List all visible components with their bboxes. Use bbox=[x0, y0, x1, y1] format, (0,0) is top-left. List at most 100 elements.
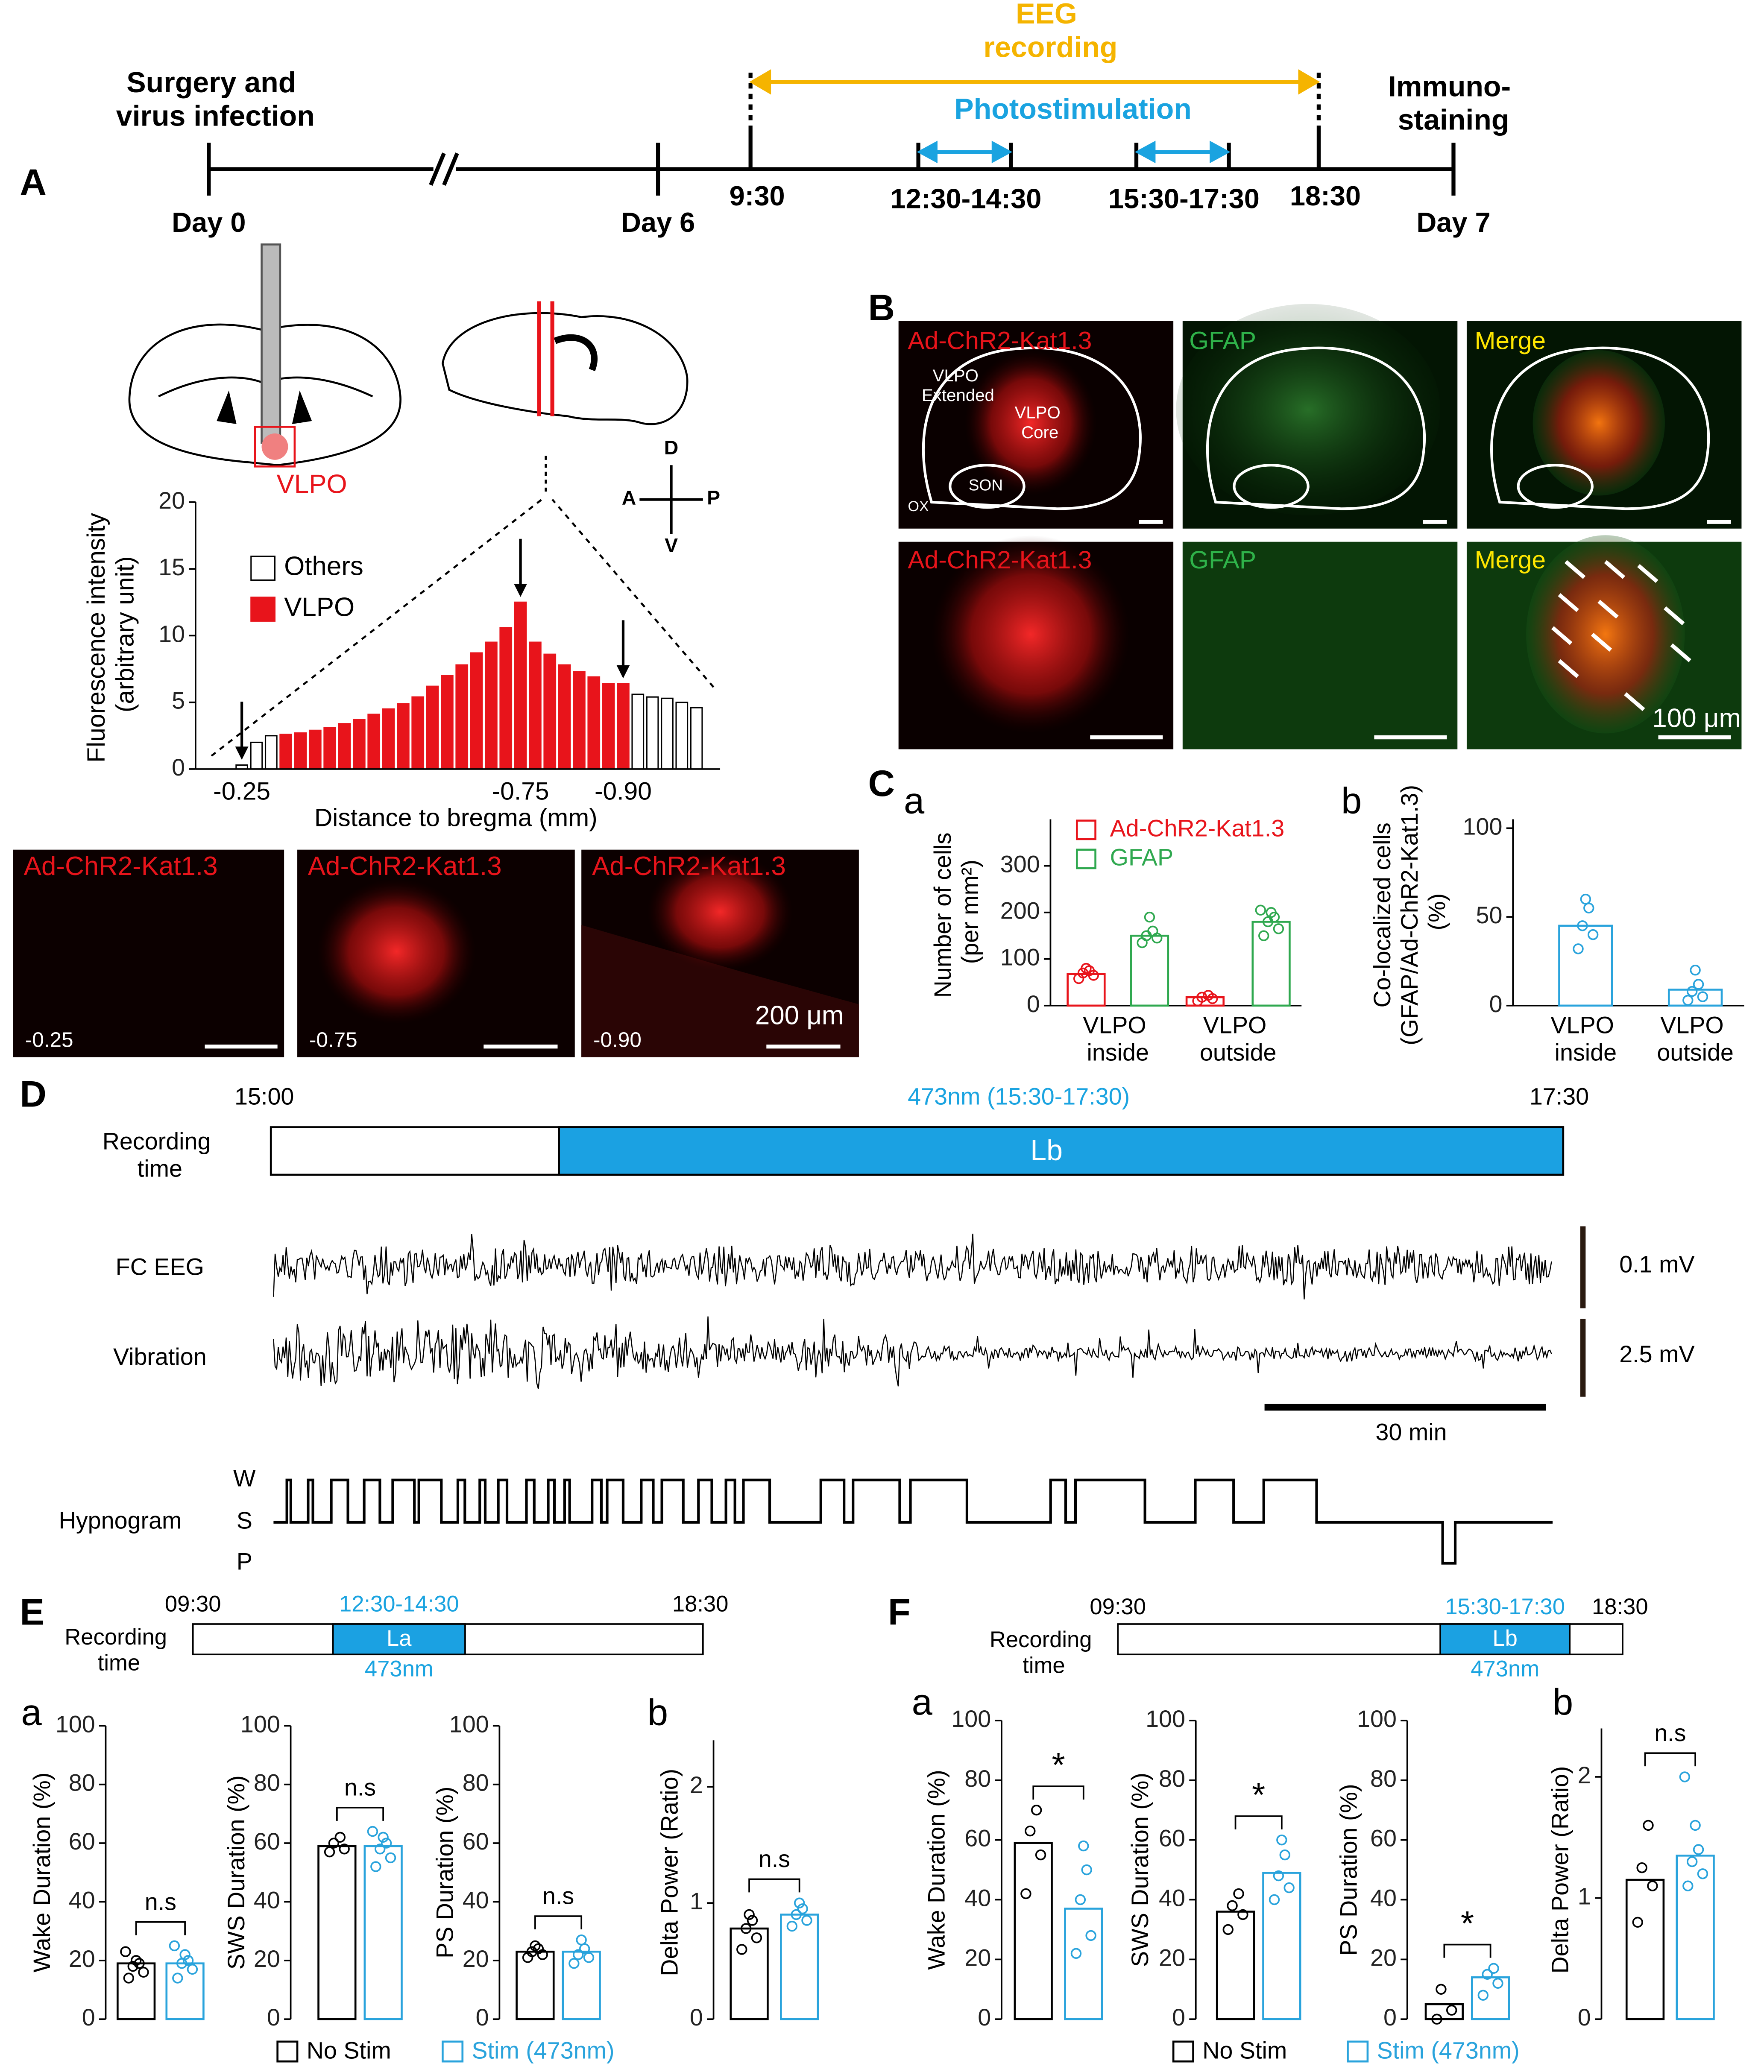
y-tick-label: 80 bbox=[254, 1769, 280, 1796]
y-axis-label: Fluorescence intensity (arbitrary unit) bbox=[82, 506, 139, 763]
subpanel-label: b bbox=[1341, 780, 1362, 821]
bar bbox=[1014, 1842, 1053, 2020]
son-outline bbox=[949, 464, 1026, 509]
data-point bbox=[1283, 1882, 1295, 1893]
bar bbox=[573, 671, 586, 770]
data-point bbox=[1020, 1888, 1031, 1899]
block-label: La bbox=[387, 1626, 412, 1651]
eeg-arrow bbox=[749, 69, 1320, 95]
data-point bbox=[1693, 979, 1704, 990]
y-tick-label: 20 bbox=[158, 487, 185, 514]
legend-swatch bbox=[250, 556, 276, 581]
bar bbox=[363, 1845, 403, 2020]
time-label: 18:30 bbox=[1592, 1594, 1648, 1619]
significance-bracket bbox=[336, 1807, 384, 1821]
y-tick-label: 5 bbox=[172, 687, 185, 714]
legend-swatch bbox=[250, 597, 276, 622]
timeline bbox=[207, 73, 1456, 196]
data-point bbox=[736, 1944, 747, 1955]
stim-period bbox=[1439, 1623, 1571, 1656]
data-point bbox=[1081, 1864, 1092, 1876]
y-tick-label: 1 bbox=[1578, 1883, 1591, 1909]
y-tick-label: 300 bbox=[1000, 851, 1040, 877]
injection-site bbox=[261, 433, 288, 460]
bar bbox=[529, 641, 542, 770]
data-point bbox=[1690, 1820, 1701, 1831]
y-tick-label: 0 bbox=[172, 754, 185, 781]
significance-label: * bbox=[1052, 1746, 1065, 1785]
time-label: 09:30 bbox=[1090, 1594, 1146, 1619]
data-point bbox=[378, 1832, 389, 1843]
colocalization-arrow bbox=[1591, 632, 1612, 652]
bar bbox=[587, 676, 601, 770]
data-point bbox=[576, 1934, 587, 1946]
compass-label: A bbox=[622, 487, 636, 509]
time-label: 09:30 bbox=[165, 1592, 221, 1617]
time-label: 15:00 bbox=[234, 1083, 294, 1109]
bar bbox=[1262, 1872, 1301, 2020]
state-label: S bbox=[237, 1507, 252, 1534]
colocalization-arrow bbox=[1624, 692, 1645, 711]
data-point bbox=[533, 1943, 544, 1955]
significance-label: n.s bbox=[145, 1888, 176, 1915]
significance-label: n.s bbox=[542, 1882, 574, 1909]
data-point bbox=[1196, 992, 1207, 1003]
micrograph-position: -0.90 bbox=[593, 1028, 642, 1051]
y-tick-label: 100 bbox=[1146, 1706, 1185, 1732]
colocalization-arrow bbox=[1558, 659, 1579, 678]
panel-label: B bbox=[868, 287, 895, 328]
data-point bbox=[367, 1826, 378, 1837]
data-point bbox=[1583, 902, 1594, 913]
data-point bbox=[747, 1915, 758, 1926]
data-point bbox=[324, 1846, 335, 1858]
micrograph-position: -0.25 bbox=[25, 1028, 73, 1051]
time-label: 15:30-17:30 bbox=[1445, 1594, 1565, 1619]
data-point bbox=[1690, 965, 1701, 976]
bar bbox=[338, 723, 351, 770]
region-outline bbox=[922, 346, 1142, 510]
hypnogram-trace bbox=[273, 1478, 1553, 1565]
region-label: OX bbox=[908, 498, 929, 515]
arrow-head bbox=[514, 583, 527, 597]
bar bbox=[516, 1950, 555, 2020]
data-point bbox=[1482, 1969, 1493, 1980]
timeline-label: 9:30 bbox=[730, 180, 785, 211]
subpanel-label: a bbox=[912, 1682, 933, 1723]
data-point bbox=[1276, 1834, 1287, 1846]
y-tick-label: 100 bbox=[240, 1711, 280, 1737]
bar bbox=[353, 719, 366, 770]
arrow-head bbox=[1298, 69, 1320, 95]
y-axis-label: Wake Duration (%) bbox=[29, 1773, 55, 1972]
data-point bbox=[334, 1832, 346, 1843]
bar bbox=[485, 641, 498, 770]
data-point bbox=[134, 1958, 145, 1969]
bar bbox=[1130, 934, 1169, 1007]
state-label: P bbox=[237, 1548, 252, 1574]
significance-label: n.s bbox=[344, 1774, 376, 1800]
y-tick-label: 100 bbox=[951, 1706, 991, 1732]
data-point bbox=[1636, 1862, 1647, 1873]
y-tick-label: 15 bbox=[158, 554, 185, 580]
axis-break bbox=[442, 152, 459, 186]
y-tick-label: 0 bbox=[82, 2004, 95, 2031]
bar bbox=[397, 703, 410, 770]
y-tick-label: 100 bbox=[1357, 1706, 1397, 1732]
bar bbox=[411, 696, 425, 770]
signal-trace bbox=[273, 1233, 1552, 1299]
compass-label: V bbox=[665, 534, 678, 556]
y-tick-label: 2 bbox=[690, 1772, 703, 1798]
bar bbox=[455, 664, 469, 770]
y-tick-label: 80 bbox=[463, 1769, 489, 1796]
y-tick-label: 60 bbox=[1159, 1825, 1185, 1851]
y-tick-label: 80 bbox=[1370, 1765, 1397, 1791]
sagittal-section bbox=[211, 301, 715, 757]
y-tick-label: 60 bbox=[69, 1828, 95, 1855]
timeline-title: EEG recording bbox=[984, 0, 1118, 63]
legend-label: Ad-ChR2-Kat1.3 bbox=[1110, 815, 1285, 841]
compass-label: D bbox=[664, 436, 679, 459]
micrograph-label: Ad-ChR2-Kat1.3 bbox=[24, 852, 218, 881]
bar bbox=[780, 1914, 819, 2020]
scale-label: 30 min bbox=[1375, 1419, 1447, 1445]
